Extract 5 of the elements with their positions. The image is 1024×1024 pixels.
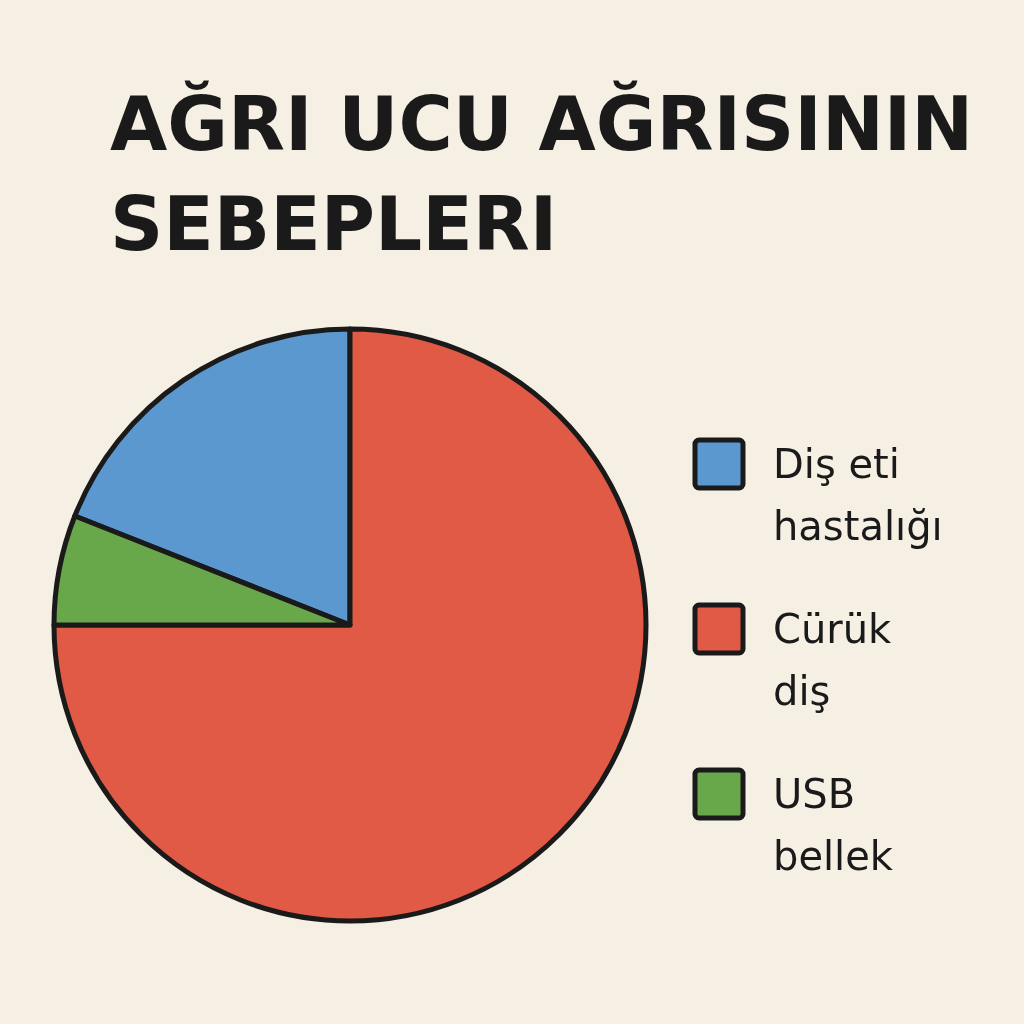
pie-slice [51,326,649,924]
legend-label: Cürük diş [773,606,893,714]
legend-label: USB bellek [773,771,894,879]
chart-title: AĞRI UCU AĞRISININ SEBEPLERI [110,80,974,267]
legend-label: Diş eti hastalığı [773,441,943,549]
